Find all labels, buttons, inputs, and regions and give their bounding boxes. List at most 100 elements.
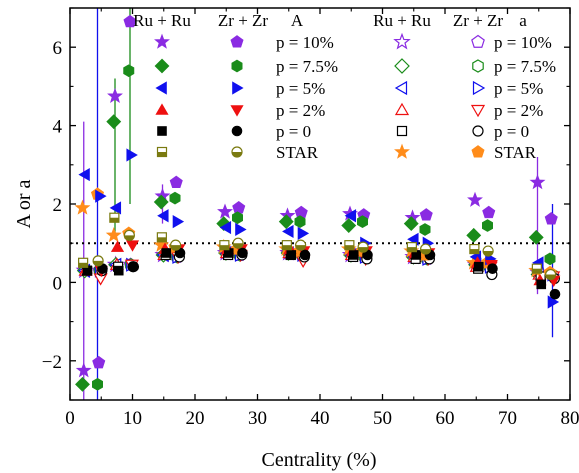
- legend-marker: [155, 81, 167, 95]
- data-point: [299, 249, 311, 261]
- data-point: [123, 64, 135, 78]
- legend-marker: [394, 102, 410, 116]
- y-tick-label: 2: [53, 195, 63, 216]
- axis-ticks: 0 10 20 30 40 50 60 70 80 −2 0 2 4 6: [42, 7, 579, 429]
- legend-marker: [157, 126, 167, 136]
- legend-marker: [393, 32, 411, 50]
- data-point: [544, 212, 558, 225]
- data-point: [545, 268, 557, 281]
- legend-label: p = 7.5%: [494, 57, 556, 76]
- data-point: [78, 257, 89, 268]
- legend-column-header: A: [291, 11, 304, 30]
- data-point: [107, 87, 123, 103]
- data-point: [170, 239, 182, 251]
- data-point: [156, 232, 167, 243]
- data-point: [92, 377, 103, 391]
- data-point: [544, 252, 556, 266]
- legend-column-header: Zr + Zr: [218, 11, 269, 30]
- legend-label: p = 0: [494, 122, 529, 141]
- legend-marker: [231, 125, 243, 137]
- data-point: [481, 219, 494, 232]
- data-point: [344, 209, 357, 223]
- legend: Ru + Ru Zr + Zr A Ru + Ru Zr + Zr a p = 10% p =…: [133, 11, 556, 162]
- data-point: [278, 214, 294, 230]
- data-point: [529, 174, 546, 190]
- x-tick-label: 80: [561, 408, 579, 429]
- data-point: [469, 243, 480, 255]
- legend-label: p = 0: [276, 122, 311, 141]
- legend-marker: [232, 81, 244, 95]
- legend-marker: [394, 80, 408, 96]
- legend-marker: [471, 145, 485, 158]
- data-point: [466, 227, 482, 243]
- data-point: [295, 239, 307, 251]
- legend-column-header: a: [519, 11, 527, 30]
- data-point: [153, 194, 169, 210]
- y-tick-label: 4: [53, 117, 63, 138]
- legend-label: p = 10%: [494, 33, 552, 52]
- data-point: [161, 248, 172, 258]
- data-point: [128, 261, 140, 273]
- data-point: [109, 212, 120, 223]
- data-point: [549, 288, 561, 300]
- data-point: [420, 243, 432, 255]
- x-tick-label: 0: [65, 408, 75, 429]
- data-point: [297, 226, 310, 240]
- legend-label: p = 5%: [494, 79, 543, 98]
- data-point: [172, 215, 185, 229]
- x-tick-label: 40: [311, 408, 330, 429]
- data-point: [219, 220, 232, 235]
- x-axis-label: Centrality (%): [262, 449, 377, 471]
- data-point: [75, 376, 90, 392]
- data-point: [217, 203, 233, 219]
- data-point: [126, 148, 138, 162]
- data-point: [232, 201, 246, 214]
- data-point: [169, 191, 181, 205]
- data-point: [237, 247, 248, 259]
- data-point: [473, 261, 484, 272]
- data-point: [294, 215, 306, 228]
- y-tick-label: 0: [53, 273, 63, 294]
- legend-marker: [231, 59, 243, 73]
- legend-marker: [394, 58, 410, 74]
- x-tick-label: 10: [123, 408, 142, 429]
- data-point: [125, 240, 140, 252]
- y-tick-label: 6: [53, 38, 63, 59]
- legend-column-header: Ru + Ru: [373, 11, 431, 30]
- legend-label: p = 7.5%: [276, 57, 338, 76]
- data-point: [403, 216, 419, 232]
- legend-marker: [470, 104, 486, 118]
- legend-marker: [230, 35, 244, 48]
- data-point: [356, 215, 369, 228]
- data-point: [78, 168, 90, 182]
- data-point: [531, 263, 542, 274]
- data-point: [419, 223, 431, 236]
- data-point: [74, 199, 91, 215]
- legend-marker: [472, 59, 484, 73]
- data-point: [487, 263, 498, 274]
- data-point: [123, 14, 137, 28]
- legend-label: STAR: [276, 143, 319, 162]
- legend-label: STAR: [494, 143, 537, 162]
- data-point: [95, 189, 107, 203]
- data-point: [419, 208, 433, 221]
- legend-column-header: Zr + Zr: [453, 11, 504, 30]
- data-point: [105, 227, 122, 243]
- legend-marker: [394, 143, 410, 159]
- data-point: [106, 114, 122, 130]
- data-point: [153, 236, 170, 252]
- y-tick-label: −2: [42, 352, 62, 373]
- y-axis-label: A or a: [13, 179, 35, 228]
- data-point: [282, 224, 294, 239]
- data-point: [169, 175, 183, 188]
- data-point: [482, 245, 494, 257]
- x-tick-label: 50: [373, 408, 392, 429]
- data-point: [110, 240, 125, 252]
- data-point: [467, 191, 483, 207]
- legend-marker: [472, 125, 484, 137]
- x-tick-label: 70: [498, 408, 517, 429]
- data-point: [286, 250, 297, 260]
- data-points: [74, 14, 561, 392]
- data-point: [232, 237, 244, 249]
